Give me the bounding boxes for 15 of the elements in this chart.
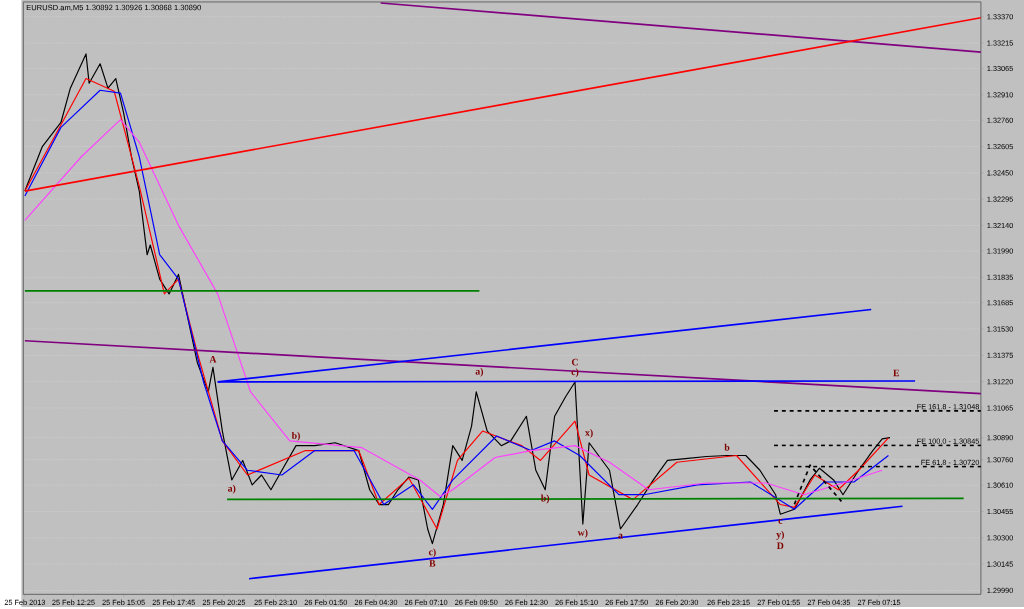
annotation: c)	[428, 548, 436, 558]
annotation: w)	[577, 528, 588, 538]
annotation: A	[209, 355, 217, 363]
annotation: y)	[776, 530, 784, 540]
annotation: C	[571, 358, 578, 366]
annotation: c	[778, 518, 783, 524]
annotation: x)	[585, 428, 593, 438]
annotation: B	[429, 560, 436, 567]
annotation: a)	[475, 367, 484, 377]
annotation: a	[618, 533, 623, 539]
annotation: D	[776, 542, 784, 549]
annotation: b	[724, 443, 730, 451]
annotation: E	[893, 369, 900, 376]
annotation: b)	[291, 431, 300, 441]
annotation: a)	[227, 484, 236, 494]
